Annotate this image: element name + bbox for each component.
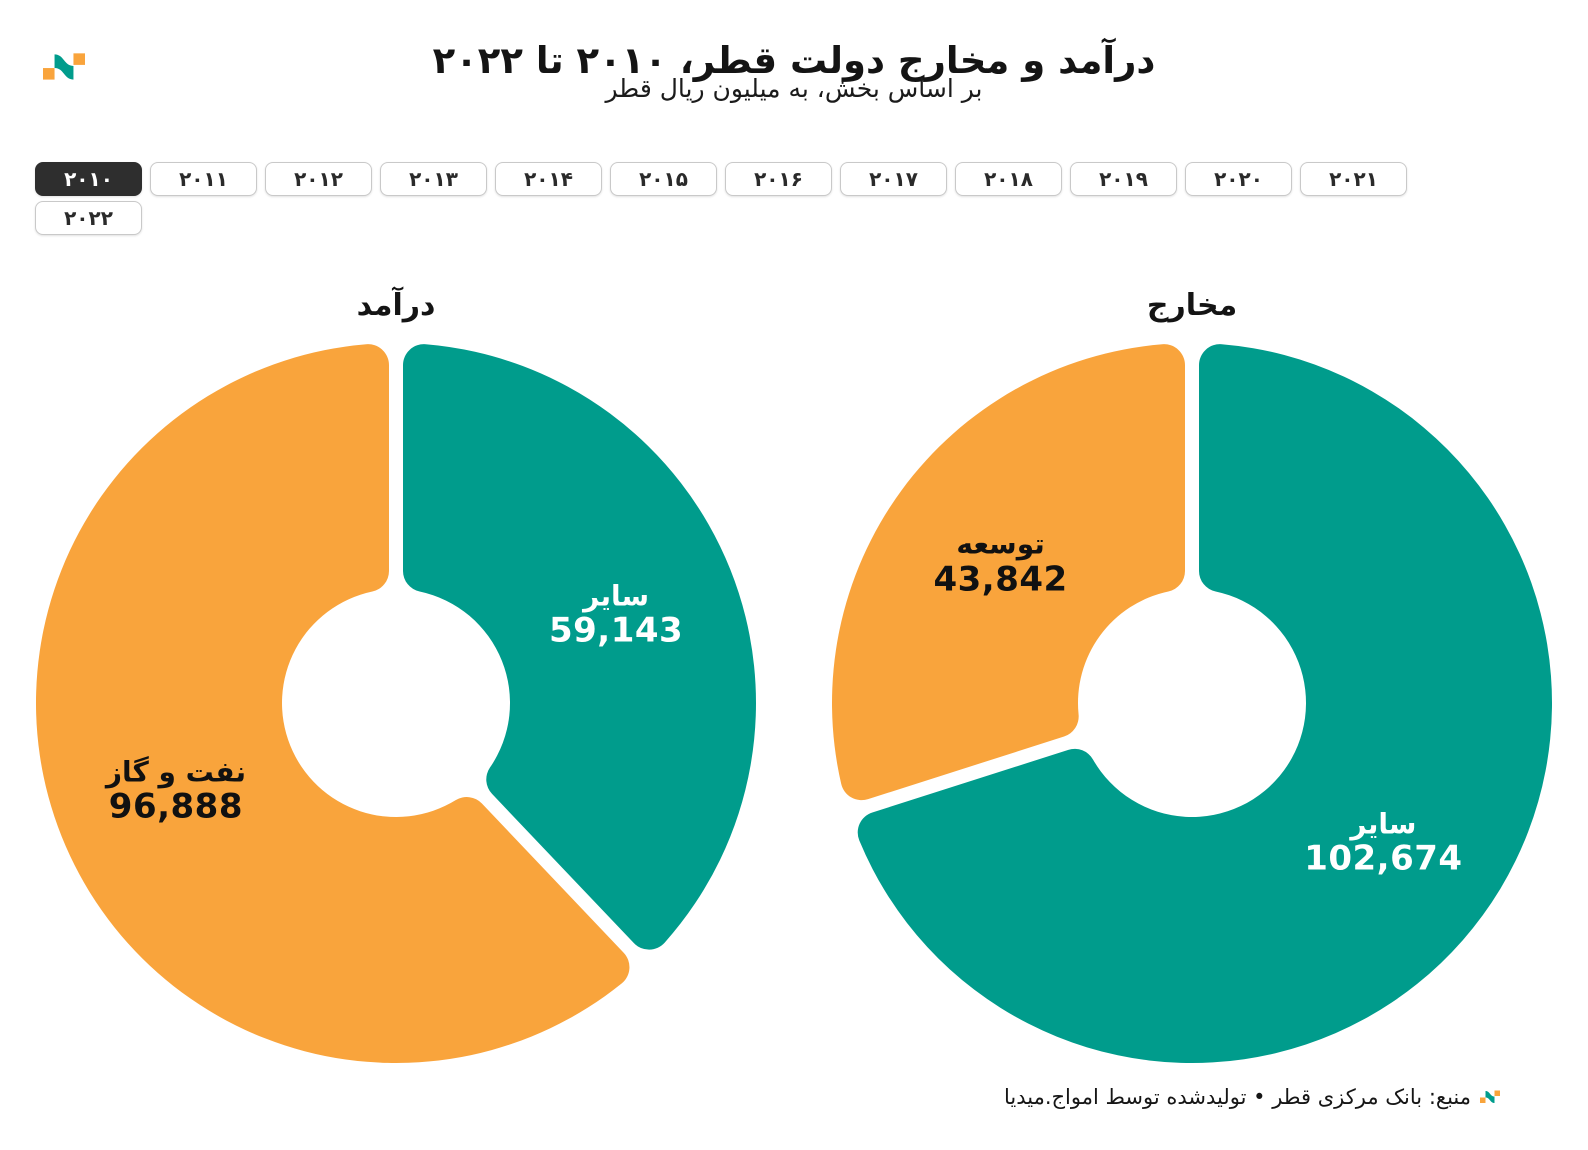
year-button-2014[interactable]: ۲۰۱۴: [495, 162, 602, 196]
year-button-2013[interactable]: ۲۰۱۳: [380, 162, 487, 196]
year-button-2021[interactable]: ۲۰۲۱: [1300, 162, 1407, 196]
year-button-2019[interactable]: ۲۰۱۹: [1070, 162, 1177, 196]
year-button-2022[interactable]: ۲۰۲۲: [35, 201, 142, 235]
donut-income-slice-1[interactable]: [35, 344, 630, 1064]
year-button-2020[interactable]: ۲۰۲۰: [1185, 162, 1292, 196]
year-selector: ۲۰۱۰ ۲۰۱۱ ۲۰۱۲ ۲۰۱۳ ۲۰۱۴ ۲۰۱۵ ۲۰۱۶ ۲۰۱۷ ۲۰۱۸ ۲۰۱۹…: [35, 162, 1435, 235]
amwaj-logo-icon: [43, 53, 85, 80]
income-chart-title: درآمد: [356, 288, 436, 323]
expenses-chart-title: مخارج: [1146, 288, 1238, 323]
amwaj-logo-small-icon: [1480, 1090, 1500, 1103]
donut-expenses-slice-0[interactable]: [857, 344, 1553, 1064]
year-button-2011[interactable]: ۲۰۱۱: [150, 162, 257, 196]
year-button-2016[interactable]: ۲۰۱۶: [725, 162, 832, 196]
page-subtitle: بر اساس بخش، به میلیون ریال قطر: [605, 74, 983, 103]
page-title: درآمد و مخارج دولت قطر، ۲۰۱۰ تا ۲۰۲۲: [432, 38, 1156, 82]
year-button-2017[interactable]: ۲۰۱۷: [840, 162, 947, 196]
donut-income-slice-0[interactable]: [402, 344, 756, 950]
source-text: منبع: بانک مرکزی قطر • تولیدشده توسط امو…: [1003, 1085, 1471, 1109]
year-button-2015[interactable]: ۲۰۱۵: [610, 162, 717, 196]
donut-expenses-slice-1[interactable]: [832, 344, 1185, 801]
year-button-2018[interactable]: ۲۰۱۸: [955, 162, 1062, 196]
year-button-2010[interactable]: ۲۰۱۰: [35, 162, 142, 196]
year-button-2012[interactable]: ۲۰۱۲: [265, 162, 372, 196]
source-footer: منبع: بانک مرکزی قطر • تولیدشده توسط امو…: [1004, 1080, 1500, 1114]
